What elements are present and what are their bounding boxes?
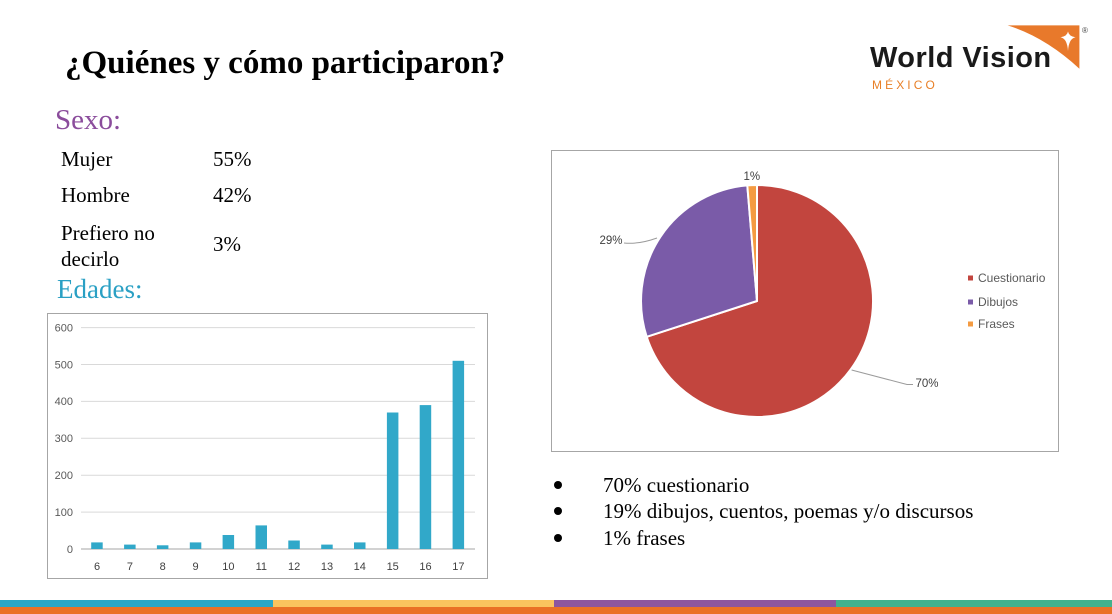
svg-text:8: 8 — [160, 561, 166, 573]
svg-text:Frases: Frases — [978, 317, 1015, 331]
svg-text:500: 500 — [55, 359, 73, 371]
svg-text:9: 9 — [193, 561, 199, 573]
svg-text:14: 14 — [354, 561, 366, 573]
svg-text:Dibujos: Dibujos — [978, 295, 1018, 309]
svg-text:11: 11 — [256, 561, 267, 573]
svg-text:16: 16 — [419, 561, 431, 573]
svg-text:70%: 70% — [916, 378, 939, 390]
svg-text:1%: 1% — [744, 171, 761, 183]
svg-text:400: 400 — [55, 396, 73, 408]
svg-text:300: 300 — [55, 433, 73, 445]
svg-text:10: 10 — [222, 561, 234, 573]
svg-text:6: 6 — [94, 561, 100, 573]
svg-text:600: 600 — [55, 322, 73, 334]
svg-text:100: 100 — [55, 507, 73, 519]
svg-text:15: 15 — [387, 561, 399, 573]
svg-text:7: 7 — [127, 561, 133, 573]
svg-text:13: 13 — [321, 561, 333, 573]
svg-text:0: 0 — [67, 544, 73, 556]
svg-text:29%: 29% — [600, 235, 623, 247]
svg-text:200: 200 — [55, 470, 73, 482]
svg-text:Cuestionario: Cuestionario — [978, 271, 1046, 285]
svg-text:17: 17 — [452, 561, 464, 573]
svg-text:12: 12 — [288, 561, 300, 573]
